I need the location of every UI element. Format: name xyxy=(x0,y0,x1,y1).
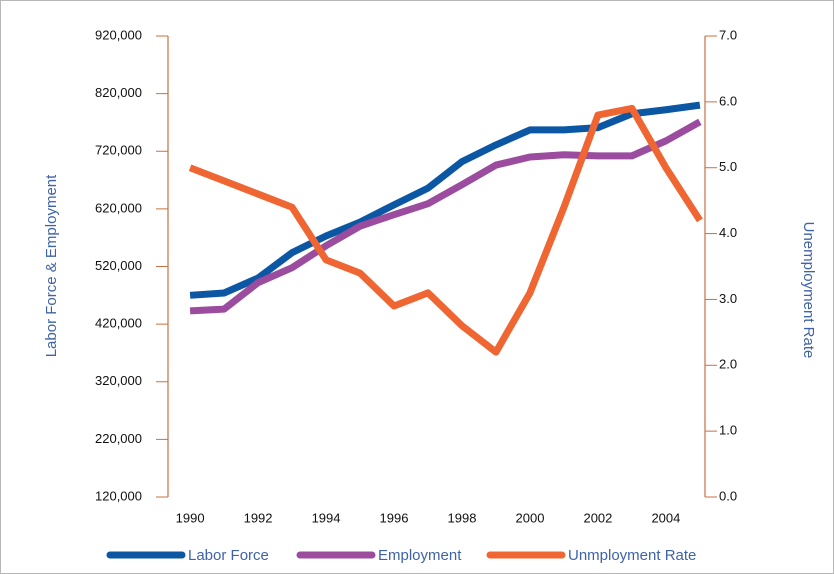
y-tick-label: 420,000 xyxy=(95,316,142,331)
legend-label: Labor Force xyxy=(188,547,269,564)
y-tick-label: 120,000 xyxy=(95,488,142,503)
y2-tick-label: 2.0 xyxy=(719,357,737,372)
y2-tick-label: 7.0 xyxy=(719,27,737,42)
y-tick-label: 720,000 xyxy=(95,143,142,158)
x-tick-label: 1994 xyxy=(312,510,341,525)
series-line xyxy=(189,118,702,315)
y-tick-label: 320,000 xyxy=(95,373,142,388)
x-tick-label: 2002 xyxy=(583,510,612,525)
series-line xyxy=(189,101,701,299)
y2-tick-label: 5.0 xyxy=(719,159,737,174)
legend-label: Employment xyxy=(378,547,462,564)
y-tick-label: 920,000 xyxy=(95,27,142,42)
y2-axis-label: Unemployment Rate xyxy=(800,222,817,359)
y2-tick-label: 3.0 xyxy=(719,291,737,306)
y-tick-label: 620,000 xyxy=(95,200,142,215)
x-tick-label: 1998 xyxy=(448,510,477,525)
y-tick-label: 220,000 xyxy=(95,431,142,446)
x-tick-label: 2004 xyxy=(651,510,680,525)
x-tick-label: 1992 xyxy=(244,510,273,525)
y-tick-label: 820,000 xyxy=(95,85,142,100)
x-tick-label: 2000 xyxy=(516,510,545,525)
y2-tick-label: 0.0 xyxy=(719,488,737,503)
legend-label: Unmployment Rate xyxy=(568,547,696,564)
series-line xyxy=(188,104,703,356)
x-tick-label: 1990 xyxy=(176,510,205,525)
y-axis-label: Labor Force & Employment xyxy=(43,174,60,357)
y2-tick-label: 4.0 xyxy=(719,225,737,240)
y2-tick-label: 6.0 xyxy=(719,93,737,108)
x-tick-label: 1996 xyxy=(380,510,409,525)
y2-tick-label: 1.0 xyxy=(719,423,737,438)
y-tick-label: 520,000 xyxy=(95,258,142,273)
